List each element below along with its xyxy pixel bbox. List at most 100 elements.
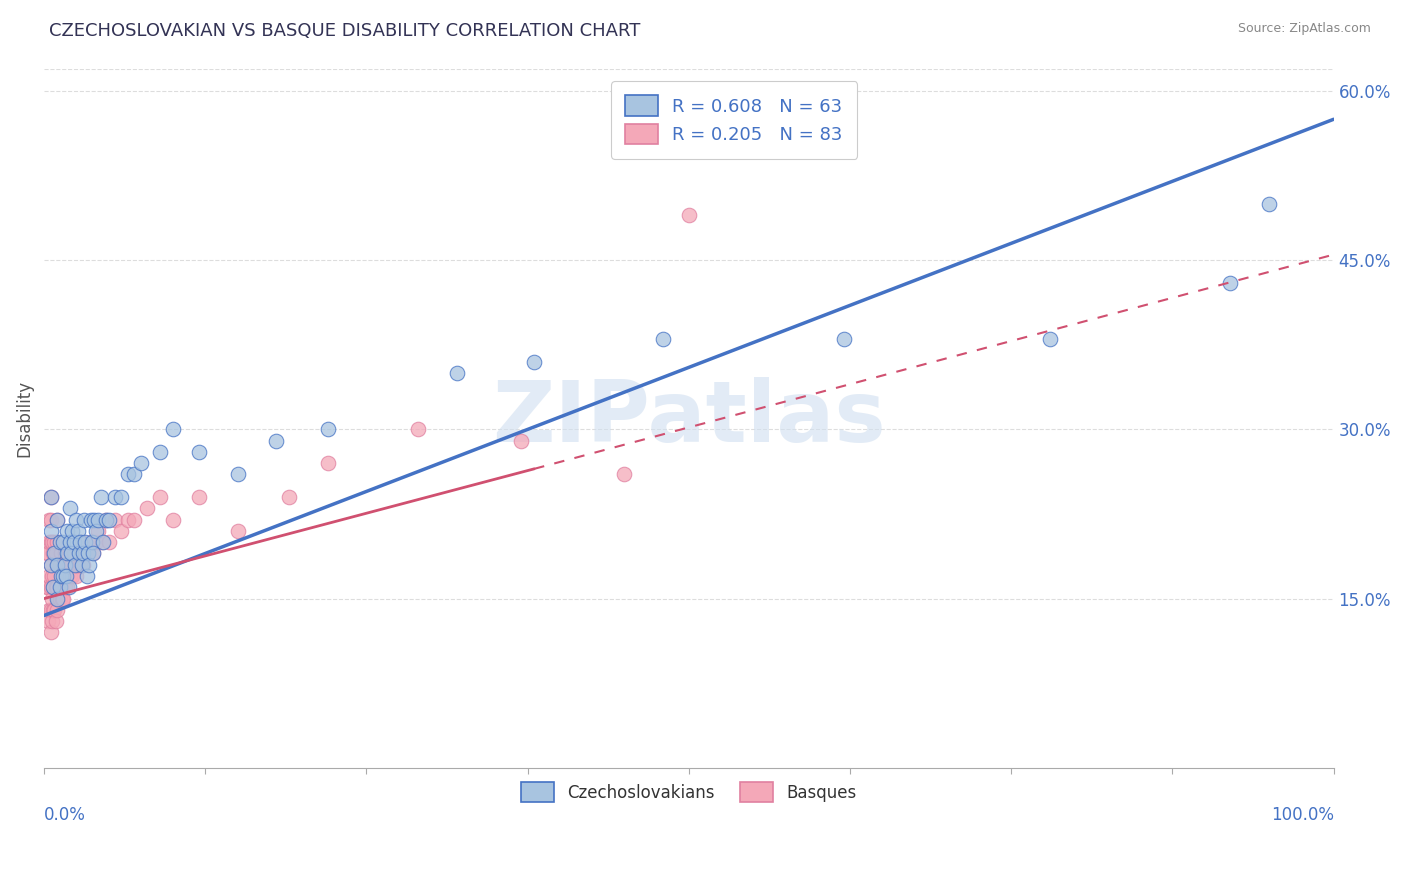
- Point: [35, 546, 58, 560]
- Point: [56, 580, 79, 594]
- Point: [84, 524, 107, 538]
- Point: [69, 558, 91, 572]
- Point: [77, 546, 100, 560]
- Point: [37, 580, 59, 594]
- Point: [90, 490, 112, 504]
- Point: [1219, 276, 1241, 290]
- Point: [65, 513, 87, 527]
- Point: [60, 546, 83, 560]
- Point: [62, 524, 84, 538]
- Point: [62, 535, 84, 549]
- Point: [60, 558, 83, 572]
- Point: [149, 445, 172, 459]
- Point: [104, 490, 127, 504]
- Point: [46, 603, 69, 617]
- Legend: Czechoslovakians, Basques: Czechoslovakians, Basques: [515, 776, 863, 808]
- Point: [48, 535, 70, 549]
- Point: [226, 467, 249, 482]
- Point: [226, 524, 249, 538]
- Point: [38, 513, 60, 527]
- Point: [41, 614, 63, 628]
- Point: [124, 513, 146, 527]
- Point: [39, 580, 62, 594]
- Point: [41, 591, 63, 606]
- Point: [84, 535, 107, 549]
- Point: [94, 513, 117, 527]
- Point: [44, 546, 66, 560]
- Point: [136, 501, 159, 516]
- Point: [52, 558, 75, 572]
- Point: [37, 546, 59, 560]
- Point: [104, 513, 127, 527]
- Point: [66, 558, 89, 572]
- Point: [97, 513, 120, 527]
- Point: [46, 535, 69, 549]
- Point: [38, 569, 60, 583]
- Point: [77, 558, 100, 572]
- Point: [46, 591, 69, 606]
- Point: [39, 513, 62, 527]
- Point: [91, 535, 114, 549]
- Point: [55, 569, 77, 583]
- Point: [46, 513, 69, 527]
- Point: [87, 524, 110, 538]
- Point: [62, 546, 84, 560]
- Point: [72, 546, 94, 560]
- Point: [110, 490, 132, 504]
- Point: [39, 490, 62, 504]
- Point: [75, 546, 97, 560]
- Point: [117, 467, 139, 482]
- Point: [42, 580, 65, 594]
- Point: [52, 569, 75, 583]
- Point: [97, 535, 120, 549]
- Point: [39, 603, 62, 617]
- Point: [59, 501, 82, 516]
- Point: [79, 513, 101, 527]
- Point: [45, 614, 67, 628]
- Point: [49, 569, 72, 583]
- Point: [49, 580, 72, 594]
- Point: [124, 467, 146, 482]
- Point: [77, 546, 100, 560]
- Point: [162, 422, 184, 436]
- Point: [42, 546, 65, 560]
- Point: [70, 535, 93, 549]
- Point: [70, 558, 93, 572]
- Point: [66, 524, 89, 538]
- Point: [63, 558, 86, 572]
- Point: [39, 535, 62, 549]
- Point: [832, 332, 855, 346]
- Point: [48, 580, 70, 594]
- Point: [45, 580, 67, 594]
- Point: [45, 546, 67, 560]
- Point: [59, 535, 82, 549]
- Point: [53, 558, 76, 572]
- Point: [56, 546, 79, 560]
- Point: [63, 558, 86, 572]
- Point: [42, 603, 65, 617]
- Point: [38, 603, 60, 617]
- Point: [117, 513, 139, 527]
- Point: [41, 569, 63, 583]
- Point: [51, 591, 73, 606]
- Point: [39, 558, 62, 572]
- Text: ZIPatlas: ZIPatlas: [492, 376, 886, 459]
- Point: [39, 558, 62, 572]
- Point: [48, 591, 70, 606]
- Point: [53, 546, 76, 560]
- Point: [94, 513, 117, 527]
- Text: 0.0%: 0.0%: [44, 806, 86, 824]
- Point: [67, 546, 90, 560]
- Point: [59, 569, 82, 583]
- Point: [129, 456, 152, 470]
- Point: [44, 603, 66, 617]
- Point: [39, 524, 62, 538]
- Point: [264, 434, 287, 448]
- Point: [79, 535, 101, 549]
- Text: 100.0%: 100.0%: [1271, 806, 1334, 824]
- Point: [38, 535, 60, 549]
- Point: [62, 569, 84, 583]
- Text: CZECHOSLOVAKIAN VS BASQUE DISABILITY CORRELATION CHART: CZECHOSLOVAKIAN VS BASQUE DISABILITY COR…: [49, 22, 641, 40]
- Point: [110, 524, 132, 538]
- Y-axis label: Disability: Disability: [15, 380, 32, 457]
